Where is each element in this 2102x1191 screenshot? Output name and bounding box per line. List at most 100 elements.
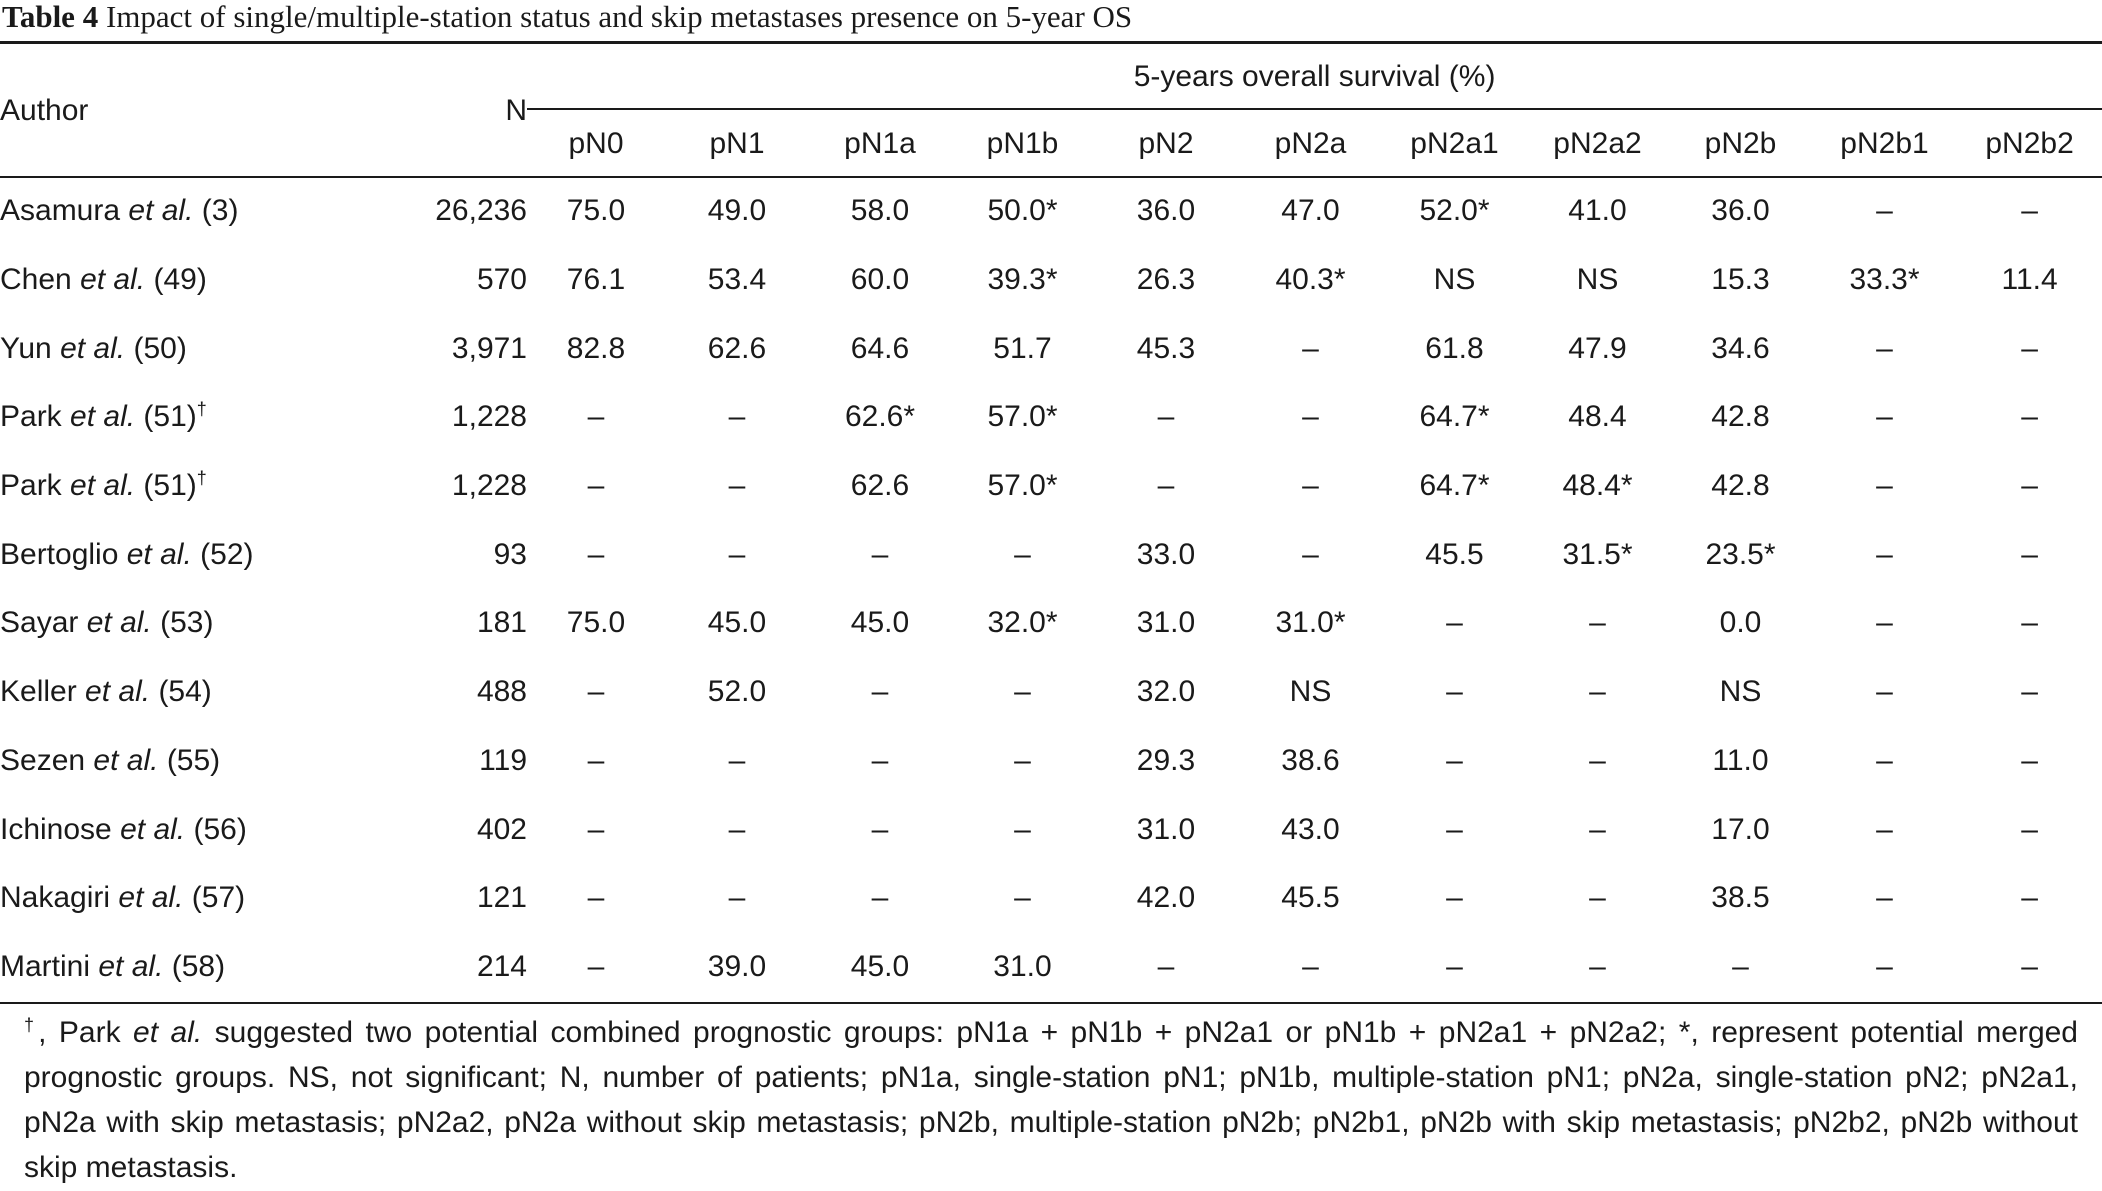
value-cell-pn2: 31.0: [1136, 606, 1196, 640]
value-cell-pn2a: 45.5: [1281, 881, 1340, 915]
value-cell-pn1: –: [728, 743, 746, 777]
value-cell-pn1a: –: [871, 537, 889, 571]
value-cell-pn1b: –: [1014, 881, 1031, 915]
value-cell-pn2a1: –: [1446, 949, 1463, 983]
value-cell-pn1a: –: [871, 743, 889, 777]
value-cell-pn2b1: –: [1876, 537, 1893, 571]
value-cell-pn1: 62.6: [707, 331, 767, 365]
column-header-pn2a2: pN2a2: [1553, 126, 1642, 160]
value-cell-pn1a: –: [871, 675, 889, 709]
value-cell-pn1a: 58.0: [850, 194, 910, 228]
table-row: Nakagiri et al. (57) 121 – – – – 42.0 45.5 – – 38.…: [0, 864, 2102, 933]
value-cell-pn2: –: [1157, 949, 1175, 983]
table-row: Park et al. (51)† 1,228 – – 62.6 57.0* – – 64.7*…: [0, 452, 2102, 521]
value-cell-pn1b: –: [1014, 743, 1031, 777]
table-row: Asamura et al. (3) 26,236 75.0 49.0 58.0 50.0…: [0, 177, 2102, 246]
n-cell: 121: [476, 881, 527, 915]
value-cell-pn2b1: –: [1876, 743, 1893, 777]
column-header-pn2a1: pN2a1: [1410, 126, 1499, 160]
column-header-pn2b1: pN2b1: [1840, 126, 1929, 160]
value-cell-pn2a1: 45.5: [1425, 537, 1484, 571]
value-cell-pn1b: 51.7: [993, 331, 1052, 365]
value-cell-pn2b2: –: [2021, 194, 2038, 228]
value-cell-pn2: 32.0: [1136, 675, 1196, 709]
value-cell-pn2a1: NS: [1433, 263, 1476, 297]
value-cell-pn1a: 45.0: [850, 949, 910, 983]
table-row: Sezen et al. (55) 119 – – – – 29.3 38.6 – – 11.0 – –: [0, 727, 2102, 796]
table-row: Martini et al. (58) 214 – 39.0 45.0 31.0 – – – – –…: [0, 933, 2102, 1002]
value-cell-pn1: 53.4: [707, 263, 767, 297]
value-cell-pn2a2: –: [1589, 675, 1606, 709]
column-header-pn0: pN0: [568, 126, 624, 160]
value-cell-pn2: –: [1157, 400, 1175, 434]
value-cell-pn2a2: 48.4*: [1562, 469, 1633, 503]
n-cell: 93: [493, 537, 527, 571]
author-cell: Park et al. (51)†: [0, 399, 207, 434]
value-cell-pn2b: 42.8: [1711, 469, 1770, 503]
value-cell-pn2a2: NS: [1576, 263, 1619, 297]
value-cell-pn1b: 57.0*: [987, 400, 1058, 434]
table-row: Park et al. (51)† 1,228 – – 62.6* 57.0* – – 64.7…: [0, 383, 2102, 452]
value-cell-pn2: 33.0: [1136, 537, 1196, 571]
value-cell-pn2a: 38.6: [1281, 743, 1340, 777]
value-cell-pn1b: 31.0: [993, 949, 1052, 983]
value-cell-pn2b2: –: [2021, 949, 2038, 983]
value-cell-pn2b1: –: [1876, 400, 1893, 434]
table-row: Keller et al. (54) 488 – 52.0 – – 32.0 NS – – NS – –: [0, 658, 2102, 727]
dagger-mark: †: [196, 468, 207, 489]
value-cell-pn2b2: –: [2021, 400, 2038, 434]
author-cell: Martini et al. (58): [0, 949, 226, 983]
value-cell-pn2a2: –: [1589, 881, 1606, 915]
value-cell-pn1a: 62.6: [850, 469, 910, 503]
value-cell-pn2b1: –: [1876, 606, 1893, 640]
n-cell: 181: [476, 606, 527, 640]
n-header: N: [505, 93, 527, 127]
value-cell-pn2b: –: [1732, 949, 1749, 983]
n-cell: 3,971: [451, 331, 527, 365]
value-cell-pn0: –: [587, 469, 605, 503]
value-cell-pn2b: 23.5*: [1705, 537, 1776, 571]
value-cell-pn2a1: 64.7*: [1419, 400, 1490, 434]
column-header-pn2b2: pN2b2: [1985, 126, 2074, 160]
value-cell-pn2b1: –: [1876, 675, 1893, 709]
value-cell-pn2: –: [1157, 469, 1175, 503]
value-cell-pn2b1: –: [1876, 331, 1893, 365]
author-cell: Keller et al. (54): [0, 675, 212, 709]
value-cell-pn2a1: –: [1446, 675, 1463, 709]
value-cell-pn1: 52.0: [707, 675, 767, 709]
value-cell-pn1a: 64.6: [850, 331, 910, 365]
value-cell-pn2a1: 64.7*: [1419, 469, 1490, 503]
value-cell-pn1b: 50.0*: [987, 194, 1058, 228]
value-cell-pn2a2: 47.9: [1568, 331, 1627, 365]
table-row: Yun et al. (50) 3,971 82.8 62.6 64.6 51.7 45.3…: [0, 314, 2102, 383]
value-cell-pn2a: 47.0: [1281, 194, 1340, 228]
value-cell-pn1a: –: [871, 881, 889, 915]
value-cell-pn2a2: 41.0: [1568, 194, 1627, 228]
value-cell-pn0: 76.1: [566, 263, 626, 297]
value-cell-pn1a: –: [871, 812, 889, 846]
value-cell-pn1b: –: [1014, 812, 1031, 846]
value-cell-pn2a: NS: [1289, 675, 1332, 709]
value-cell-pn1b: 39.3*: [987, 263, 1058, 297]
value-cell-pn2a2: –: [1589, 812, 1606, 846]
author-header: Author: [0, 93, 89, 127]
value-cell-pn2a: –: [1302, 469, 1319, 503]
column-header-pn2a: pN2a: [1274, 126, 1347, 160]
value-cell-pn0: –: [587, 743, 605, 777]
value-cell-pn0: 82.8: [566, 331, 626, 365]
value-cell-pn2b1: 33.3*: [1849, 263, 1920, 297]
column-header-pn1b: pN1b: [986, 126, 1059, 160]
value-cell-pn1: –: [728, 400, 746, 434]
survival-group-header: 5-years overall survival (%): [1133, 60, 1496, 93]
author-cell: Ichinose et al. (56): [0, 812, 247, 846]
n-cell: 1,228: [451, 400, 527, 434]
value-cell-pn2: 42.0: [1136, 881, 1196, 915]
value-cell-pn2b: 34.6: [1711, 331, 1770, 365]
column-header-pn2: pN2: [1138, 126, 1194, 160]
value-cell-pn1a: 45.0: [850, 606, 910, 640]
author-cell: Sayar et al. (53): [0, 606, 214, 640]
value-cell-pn2a1: –: [1446, 743, 1463, 777]
value-cell-pn0: –: [587, 881, 605, 915]
value-cell-pn2a: –: [1302, 400, 1319, 434]
value-cell-pn2b: 42.8: [1711, 400, 1770, 434]
